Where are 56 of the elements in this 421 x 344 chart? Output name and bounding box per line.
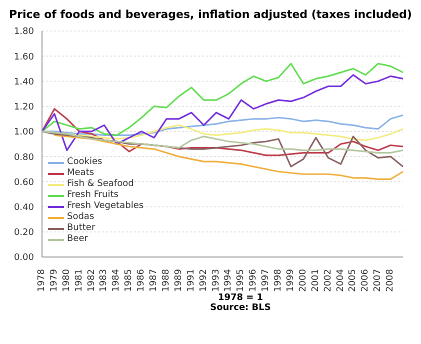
line-series <box>41 130 404 154</box>
x-tick-label: 1980 <box>62 268 72 292</box>
x-tick-label: 2002 <box>323 269 334 292</box>
x-tick-label: 1998 <box>274 268 284 292</box>
x-tick-label: 2001 <box>310 269 321 292</box>
legend-label: Cookies <box>67 157 102 168</box>
y-tick-label: 0.20 <box>14 228 34 238</box>
x-tick-label: 1981 <box>74 269 84 292</box>
x-tick-label: 1979 <box>49 268 60 292</box>
x-tick-label: 2007 <box>373 269 384 292</box>
x-tick-label: 1989 <box>174 268 184 292</box>
line-series <box>41 74 404 152</box>
x-tick-label: 1992 <box>198 269 209 292</box>
y-tick-label: 0.80 <box>14 152 34 163</box>
x-tick-label: 1988 <box>161 268 172 292</box>
legend-label: Beer <box>67 234 88 245</box>
y-tick-label: 1.20 <box>14 102 34 113</box>
legend-label: Meats <box>67 168 94 179</box>
line-series <box>54 134 404 180</box>
x-tick-label: 1984 <box>112 268 122 292</box>
chart-title: Price of foods and beverages, inflation adjusted (taxes included) <box>8 8 413 21</box>
legend-label: Fresh Vegetables <box>67 201 144 212</box>
x-tick-label: 2004 <box>336 268 346 292</box>
y-tick-label: 0.40 <box>14 202 34 213</box>
x-tick-label: 1985 <box>124 269 134 292</box>
x-tick-label: 1996 <box>248 268 259 292</box>
y-tick-label: 1.80 <box>14 27 34 38</box>
x-tick-label: 2006 <box>360 268 371 292</box>
y-tick-label: 1.00 <box>14 128 34 138</box>
y-tick-label: 1.60 <box>14 52 34 62</box>
legend-label: Sodas <box>67 212 94 223</box>
legend-label: Fresh Fruits <box>67 190 118 201</box>
x-tick-label: 2000 <box>298 268 308 292</box>
x-tick-label: 1987 <box>149 269 160 292</box>
x-tick-label: 1983 <box>99 269 110 292</box>
x-tick-label: 1982 <box>86 269 97 292</box>
x-tick-label: 1997 <box>261 269 272 292</box>
x-tick-label: 1999 <box>286 268 296 292</box>
line-series <box>41 62 404 136</box>
y-tick-label: 1.40 <box>14 77 34 88</box>
x-tick-label: 1994 <box>224 268 234 292</box>
x-tick-label: 1993 <box>211 269 222 292</box>
x-tick-label: 1986 <box>136 268 147 292</box>
legend-label: Butter <box>67 223 96 234</box>
x-tick-label: 1991 <box>186 269 196 292</box>
y-tick-label: 0.00 <box>14 253 34 264</box>
legend-label: Fish & Seafood <box>67 179 134 190</box>
line-series <box>41 108 404 156</box>
y-tick-label: 0.60 <box>14 178 34 188</box>
x-tick-label: 1978 <box>37 268 47 292</box>
text: 1978 = 1 <box>216 293 264 303</box>
x-tick-label: 2005 <box>348 269 358 292</box>
line-series <box>41 114 404 136</box>
source-note: Source: BLS <box>209 303 272 313</box>
x-tick-label: 2008 <box>386 268 396 292</box>
x-tick-label: 1995 <box>236 269 246 292</box>
